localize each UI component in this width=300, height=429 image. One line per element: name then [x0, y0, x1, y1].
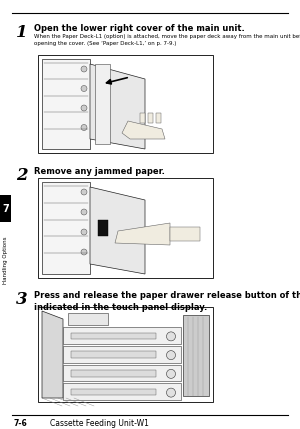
Polygon shape	[156, 113, 161, 123]
Bar	[98, 220, 108, 236]
Bar	[38, 55, 213, 153]
Circle shape	[81, 124, 87, 130]
Circle shape	[167, 388, 176, 397]
Bar	[38, 178, 213, 278]
Circle shape	[167, 369, 176, 378]
Bar	[42, 59, 90, 149]
Polygon shape	[140, 113, 145, 123]
Circle shape	[81, 249, 87, 255]
Polygon shape	[148, 113, 153, 123]
Text: 7: 7	[2, 203, 9, 214]
Circle shape	[81, 66, 87, 72]
Circle shape	[81, 105, 87, 111]
Bar	[95, 64, 110, 144]
Polygon shape	[42, 311, 63, 398]
Bar	[71, 370, 156, 377]
Bar	[63, 365, 181, 381]
Polygon shape	[90, 187, 145, 274]
Polygon shape	[122, 121, 165, 139]
Text: 7-6: 7-6	[14, 419, 28, 428]
Text: Open the lower right cover of the main unit.: Open the lower right cover of the main u…	[34, 24, 245, 33]
Bar	[68, 313, 108, 325]
Bar	[183, 315, 209, 396]
Bar	[0, 195, 11, 222]
Bar	[170, 227, 200, 241]
Text: When the Paper Deck-L1 (option) is attached, move the paper deck away from the m: When the Paper Deck-L1 (option) is attac…	[34, 34, 300, 45]
Bar	[63, 327, 181, 344]
Text: Handling Options: Handling Options	[3, 236, 8, 284]
Bar	[63, 346, 181, 363]
Text: Remove any jammed paper.: Remove any jammed paper.	[34, 167, 165, 176]
Bar	[71, 351, 156, 358]
Bar	[71, 389, 156, 396]
Polygon shape	[90, 64, 145, 149]
Circle shape	[81, 189, 87, 195]
Text: Press and release the paper drawer release button of the paper drawer
indicated : Press and release the paper drawer relea…	[34, 291, 300, 312]
Text: 2: 2	[16, 167, 28, 184]
Bar	[71, 332, 156, 339]
Circle shape	[81, 229, 87, 235]
Circle shape	[81, 85, 87, 91]
Text: 1: 1	[16, 24, 28, 41]
Polygon shape	[115, 223, 170, 245]
Circle shape	[167, 332, 176, 341]
Text: 3: 3	[16, 291, 28, 308]
Bar	[38, 307, 213, 402]
Circle shape	[167, 350, 176, 360]
Text: Cassette Feeding Unit-W1: Cassette Feeding Unit-W1	[50, 419, 149, 428]
Circle shape	[81, 209, 87, 215]
Bar	[42, 182, 90, 274]
Bar	[63, 383, 181, 400]
